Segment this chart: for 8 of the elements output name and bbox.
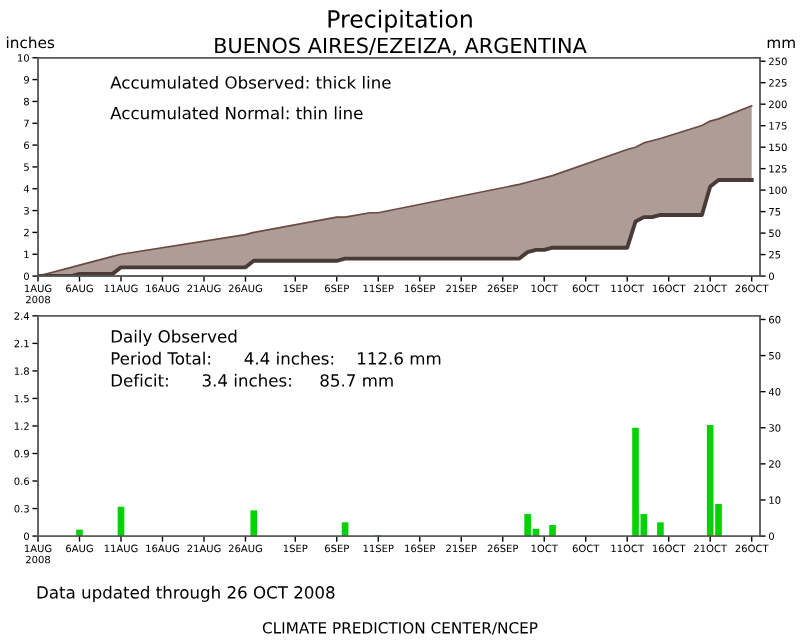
annotation: Accumulated Observed: thick line [110, 75, 391, 89]
text: Data updated through 26 OCT 2008 [37, 585, 335, 602]
annotation: Period Total: 4.4 inches: 112.6 mm [111, 351, 441, 365]
annotation: Daily Observed [111, 329, 237, 346]
annotation: Deficit: 3.4 inches: 85.7 mm [111, 373, 393, 387]
annotation: Accumulated Normal: thin line [110, 106, 363, 120]
chart-title: Precipitation [328, 9, 472, 33]
chart-subtitle: BUENOS AIRES/EZEIZA, ARGENTINA [215, 37, 587, 56]
